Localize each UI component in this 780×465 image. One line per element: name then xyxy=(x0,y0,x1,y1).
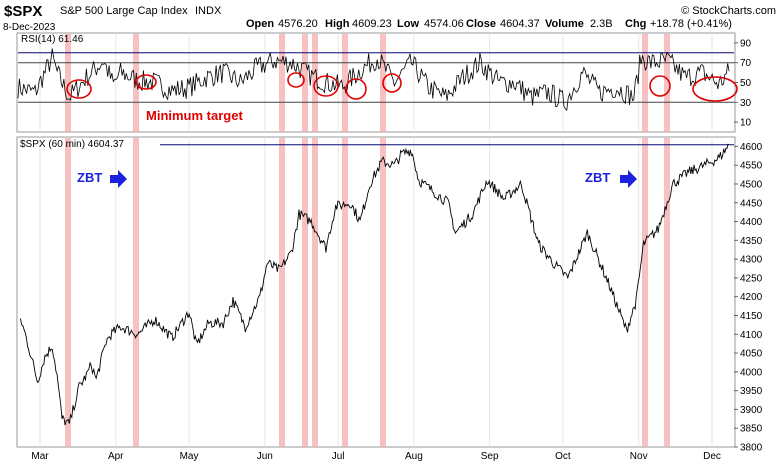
price-y-tick-label: 3900 xyxy=(740,405,763,416)
target-circle xyxy=(382,73,402,93)
brand-logo: © StockCharts.com xyxy=(681,5,776,17)
high-label: High xyxy=(325,18,350,30)
rsi-series xyxy=(17,48,730,111)
shade-band xyxy=(65,138,71,447)
target-circle xyxy=(135,74,157,90)
price-y-tick-label: 4500 xyxy=(740,179,763,190)
arrow-right-icon xyxy=(110,170,127,188)
price-y-tick-label: 4600 xyxy=(740,142,763,153)
price-y-tick-label: 4300 xyxy=(740,255,763,266)
low-value: 4574.06 xyxy=(424,18,464,30)
zbt-left: ZBT xyxy=(77,170,127,188)
shade-band xyxy=(312,138,318,447)
price-series xyxy=(19,143,730,426)
target-circle xyxy=(287,72,305,88)
price-y-tick-label: 4050 xyxy=(740,349,763,360)
target-circle xyxy=(345,78,367,100)
rsi-panel-label: RSI(14) 61.46 xyxy=(21,34,84,45)
price-y-tick-label: 4200 xyxy=(740,292,763,303)
price-y-tick-label: 4250 xyxy=(740,273,763,284)
chg-value: +18.78 (+0.41%) xyxy=(650,18,732,30)
price-y-tick-label: 4550 xyxy=(740,161,763,172)
chart-exchange: INDX xyxy=(195,5,222,17)
rsi-y-tick-label: 70 xyxy=(740,58,752,69)
minimum-target-label: Minimum target xyxy=(146,108,243,123)
x-tick-label: Jun xyxy=(257,451,273,462)
x-tick-label: Sep xyxy=(481,451,499,462)
rsi-annotations xyxy=(66,72,738,102)
shade-band xyxy=(302,138,308,447)
volume-label: Volume xyxy=(545,18,584,30)
chart-date: 8-Dec-2023 xyxy=(3,22,56,33)
price-y-tick-label: 3800 xyxy=(740,443,763,454)
open-value: 4576.20 xyxy=(278,18,318,30)
price-line xyxy=(19,143,730,426)
x-tick-label: Aug xyxy=(405,451,423,462)
price-y-tick-label: 4400 xyxy=(740,217,763,228)
rsi-y-tick-label: 50 xyxy=(740,78,752,89)
rsi-y-tick-label: 90 xyxy=(740,38,752,49)
price-y-tick-label: 4150 xyxy=(740,311,763,322)
shade-band xyxy=(133,138,139,447)
shade-band xyxy=(664,138,670,447)
target-circle xyxy=(313,75,339,97)
x-ticks: Mar Apr May Jun Jul Aug Sep Oct Nov Dec xyxy=(31,451,721,462)
shade-band xyxy=(664,34,670,132)
x-tick-label: Jul xyxy=(332,451,345,462)
x-tick-label: Oct xyxy=(555,451,571,462)
price-y-ticks: 3800 3850 3900 3950 4000 4050 4100 4150 4200 4250… xyxy=(734,142,763,454)
close-value: 4604.37 xyxy=(500,18,540,30)
target-circle xyxy=(66,79,92,99)
rsi-y-ticks: 10 30 50 70 90 xyxy=(734,38,752,129)
shade-band xyxy=(302,34,308,132)
shade-band xyxy=(279,138,285,447)
grid xyxy=(39,33,713,447)
high-value: 4609.23 xyxy=(352,18,392,30)
price-y-tick-label: 3850 xyxy=(740,424,763,435)
shade-band xyxy=(342,34,348,132)
close-label: Close xyxy=(466,18,496,30)
rsi-y-tick-label: 30 xyxy=(740,98,752,109)
arrow-right-icon xyxy=(620,170,637,188)
shade-band xyxy=(279,34,285,132)
price-panel-frame xyxy=(16,136,736,448)
chart-symbol: $SPX xyxy=(4,3,42,20)
chg-label: Chg xyxy=(625,18,646,30)
price-y-tick-label: 4100 xyxy=(740,330,763,341)
shaded-bands xyxy=(65,34,670,447)
x-tick-label: Mar xyxy=(31,451,49,462)
rsi-line xyxy=(17,48,730,111)
volume-value: 2.3B xyxy=(590,18,613,30)
shade-band xyxy=(342,138,348,447)
price-y-tick-label: 4000 xyxy=(740,367,763,378)
low-label: Low xyxy=(397,18,419,30)
rsi-threshold-lines xyxy=(18,52,734,146)
chart-index-name: S&P 500 Large Cap Index xyxy=(60,5,188,17)
zbt-left-label: ZBT xyxy=(77,170,102,185)
x-tick-label: Apr xyxy=(108,451,124,462)
open-label: Open xyxy=(246,18,274,30)
price-y-tick-label: 3950 xyxy=(740,386,763,397)
ohlc-readout: Open 4576.20 High 4609.23 Low 4574.06 Cl… xyxy=(246,18,732,30)
shade-band xyxy=(65,34,71,132)
price-panel-label: $SPX (60 min) 4604.37 xyxy=(20,139,124,150)
shade-band xyxy=(642,34,648,132)
zbt-right: ZBT xyxy=(585,170,637,188)
rsi-panel-frame xyxy=(16,32,736,133)
target-circle xyxy=(692,76,738,102)
shade-band xyxy=(380,138,386,447)
target-circle xyxy=(649,75,671,97)
price-y-tick-label: 4450 xyxy=(740,198,763,209)
zbt-right-label: ZBT xyxy=(585,170,610,185)
x-tick-label: Nov xyxy=(630,451,648,462)
x-tick-label: Dec xyxy=(703,451,721,462)
x-tick-label: May xyxy=(180,451,199,462)
rsi-y-tick-label: 10 xyxy=(740,118,752,129)
price-y-tick-label: 4350 xyxy=(740,236,763,247)
shade-band xyxy=(642,138,648,447)
